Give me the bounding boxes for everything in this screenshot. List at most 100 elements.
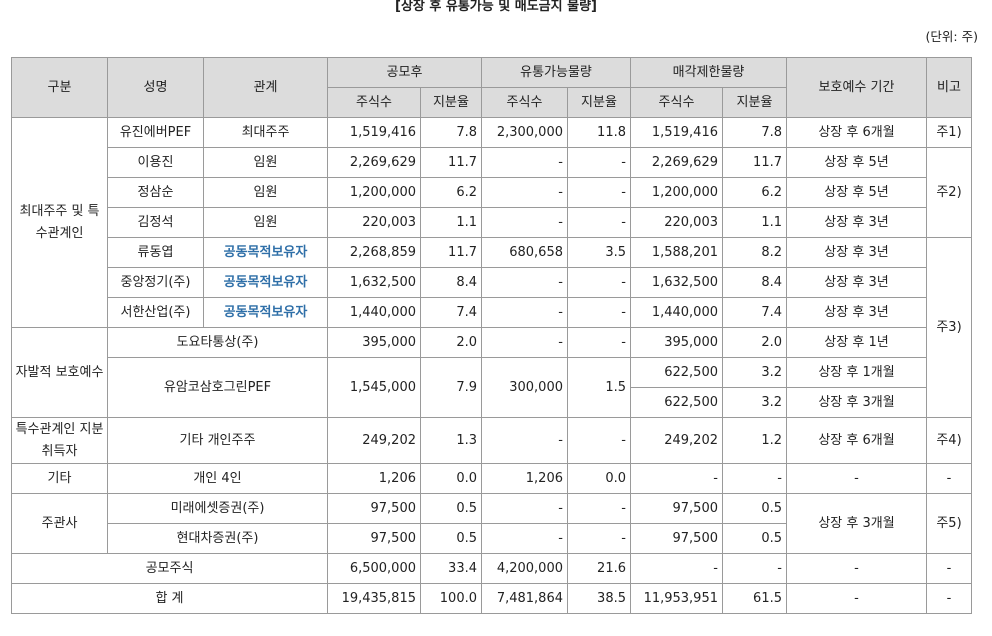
cell-note: - bbox=[926, 463, 972, 494]
cell-name: 유암코삼호그린PEF bbox=[107, 357, 328, 418]
cell-period: 상장 후 6개월 bbox=[786, 117, 927, 148]
cell-ratio: 33.4 bbox=[420, 553, 482, 584]
cell-period: 상장 후 6개월 bbox=[786, 417, 927, 464]
cell-shares: 1,206 bbox=[327, 463, 421, 494]
cell-tradable-ratio: - bbox=[567, 327, 631, 358]
cell-tradable-shares: - bbox=[481, 417, 568, 464]
cell-relation: 공동목적보유자 bbox=[203, 297, 328, 328]
cell-restricted-ratio: 3.2 bbox=[722, 357, 787, 388]
cell-tradable-ratio: - bbox=[567, 417, 631, 464]
cell-restricted-shares: 1,588,201 bbox=[630, 237, 723, 268]
cell-name: 서한산업(주) bbox=[107, 297, 204, 328]
table-row: 중앙정기(주) 공동목적보유자 1,632,500 8.4 - - 1,632,… bbox=[12, 267, 972, 298]
cell-note: 주4) bbox=[926, 417, 972, 464]
cell-restricted-ratio: 2.0 bbox=[722, 327, 787, 358]
cell-tradable-ratio: 1.5 bbox=[567, 357, 631, 418]
cell-restricted-shares: 1,200,000 bbox=[630, 177, 723, 208]
cell-shares: 220,003 bbox=[327, 207, 421, 238]
cell-restricted-shares: 11,953,951 bbox=[630, 583, 723, 614]
cell-restricted-ratio: 61.5 bbox=[722, 583, 787, 614]
cell-restricted-ratio: 7.4 bbox=[722, 297, 787, 328]
cell-restricted-shares: 622,500 bbox=[630, 387, 723, 418]
cell-ratio: 11.7 bbox=[420, 237, 482, 268]
table-row: 정삼순 임원 1,200,000 6.2 - - 1,200,000 6.2 상… bbox=[12, 177, 972, 208]
cell-restricted-ratio: 8.4 bbox=[722, 267, 787, 298]
cell-tradable-shares: - bbox=[481, 207, 568, 238]
cell-name: 정삼순 bbox=[107, 177, 204, 208]
cell-shares: 19,435,815 bbox=[327, 583, 421, 614]
cell-tradable-shares: - bbox=[481, 177, 568, 208]
cell-relation: 임원 bbox=[203, 147, 328, 178]
cell-relation: 공동목적보유자 bbox=[203, 267, 328, 298]
cell-period: 상장 후 3개월 bbox=[786, 493, 927, 554]
table-row: 기타 개인 4인 1,206 0.0 1,206 0.0 - - - - bbox=[11, 463, 972, 494]
cell-period: 상장 후 3개월 bbox=[786, 387, 927, 418]
cell-restricted-ratio: 11.7 bbox=[722, 147, 787, 178]
cell-tradable-ratio: - bbox=[567, 147, 631, 178]
table-row: 자발적 보호예수 도요타통상(주) 395,000 2.0 - - 395,00… bbox=[11, 327, 972, 418]
cell-ratio: 7.9 bbox=[420, 357, 482, 418]
cell-ratio: 100.0 bbox=[420, 583, 482, 614]
table-row: 유암코삼호그린PEF 1,545,000 7.9 300,000 1.5 622… bbox=[12, 357, 972, 418]
group-related: 특수관계인 지분취득자 bbox=[11, 417, 108, 464]
cell-shares: 1,632,500 bbox=[327, 267, 421, 298]
cell-tradable-ratio: 21.6 bbox=[567, 553, 631, 584]
cell-period: 상장 후 3년 bbox=[786, 267, 927, 298]
cell-ratio: 8.4 bbox=[420, 267, 482, 298]
cell-shares: 97,500 bbox=[327, 523, 421, 554]
cell-restricted-shares: 395,000 bbox=[630, 327, 723, 358]
cell-relation: 최대주주 bbox=[203, 117, 328, 148]
header-tradable: 유통가능물량 bbox=[481, 57, 631, 88]
cell-tradable-ratio: 3.5 bbox=[567, 237, 631, 268]
cell-restricted-ratio: 7.8 bbox=[722, 117, 787, 148]
cell-tradable-ratio: - bbox=[567, 267, 631, 298]
cell-note: - bbox=[926, 583, 972, 614]
cell-shares: 1,440,000 bbox=[327, 297, 421, 328]
cell-period: 상장 후 5년 bbox=[786, 147, 927, 178]
cell-tradable-shares: 680,658 bbox=[481, 237, 568, 268]
cell-tradable-shares: - bbox=[481, 267, 568, 298]
cell-tradable-shares: - bbox=[481, 297, 568, 328]
header-note: 비고 bbox=[926, 57, 972, 118]
cell-ratio: 7.4 bbox=[420, 297, 482, 328]
cell-name: 개인 4인 bbox=[107, 463, 328, 494]
table-row: 주관사 미래에셋증권(주) 97,500 0.5 - - 97,500 0.5 … bbox=[11, 493, 972, 554]
cell-period: 상장 후 3년 bbox=[786, 297, 927, 328]
cell-period: 상장 후 5년 bbox=[786, 177, 927, 208]
cell-name: 현대차증권(주) bbox=[107, 523, 328, 554]
header-ratio: 지분율 bbox=[722, 87, 787, 118]
cell-restricted-ratio: - bbox=[722, 553, 787, 584]
cell-period: 상장 후 3년 bbox=[786, 207, 927, 238]
cell-period: - bbox=[786, 463, 927, 494]
cell-period: 상장 후 1개월 bbox=[786, 357, 927, 388]
table-row: 공모주식 6,500,000 33.4 4,200,000 21.6 - - -… bbox=[11, 553, 972, 584]
cell-shares: 2,268,859 bbox=[327, 237, 421, 268]
cell-tradable-shares: 300,000 bbox=[481, 357, 568, 418]
cell-ratio: 0.5 bbox=[420, 493, 482, 524]
cell-note: - bbox=[926, 553, 972, 584]
cell-name: 류동엽 bbox=[107, 237, 204, 268]
cell-period: - bbox=[786, 553, 927, 584]
header-subrow: 주식수 지분율 주식수 지분율 주식수 지분율 bbox=[12, 87, 972, 118]
group-underwriter: 주관사 bbox=[11, 493, 108, 554]
header-shares: 주식수 bbox=[481, 87, 568, 118]
table-row: 특수관계인 지분취득자 기타 개인주주 249,202 1.3 - - 249,… bbox=[11, 417, 972, 464]
header-relation: 관계 bbox=[203, 57, 328, 118]
cell-tradable-shares: - bbox=[481, 523, 568, 554]
header-row: 구분 성명 관계 공모후 유통가능물량 매각제한물량 보호예수 기간 비고 bbox=[11, 57, 972, 118]
header-ratio: 지분율 bbox=[567, 87, 631, 118]
cell-relation: 임원 bbox=[203, 207, 328, 238]
cell-tradable-shares: - bbox=[481, 327, 568, 358]
table-row: 김정석 임원 220,003 1.1 - - 220,003 1.1 상장 후 … bbox=[12, 207, 972, 238]
header-period: 보호예수 기간 bbox=[786, 57, 927, 118]
cell-tradable-ratio: - bbox=[567, 207, 631, 238]
cell-period: - bbox=[786, 583, 927, 614]
cell-ratio: 11.7 bbox=[420, 147, 482, 178]
cell-restricted-ratio: 1.1 bbox=[722, 207, 787, 238]
table-row: 622,500 3.2 상장 후 3개월 bbox=[12, 387, 972, 418]
cell-name: 김정석 bbox=[107, 207, 204, 238]
cell-note: 주5) bbox=[926, 493, 972, 554]
cell-ratio: 0.0 bbox=[420, 463, 482, 494]
cell-tradable-shares: - bbox=[481, 493, 568, 524]
cell-restricted-shares: 97,500 bbox=[630, 493, 723, 524]
